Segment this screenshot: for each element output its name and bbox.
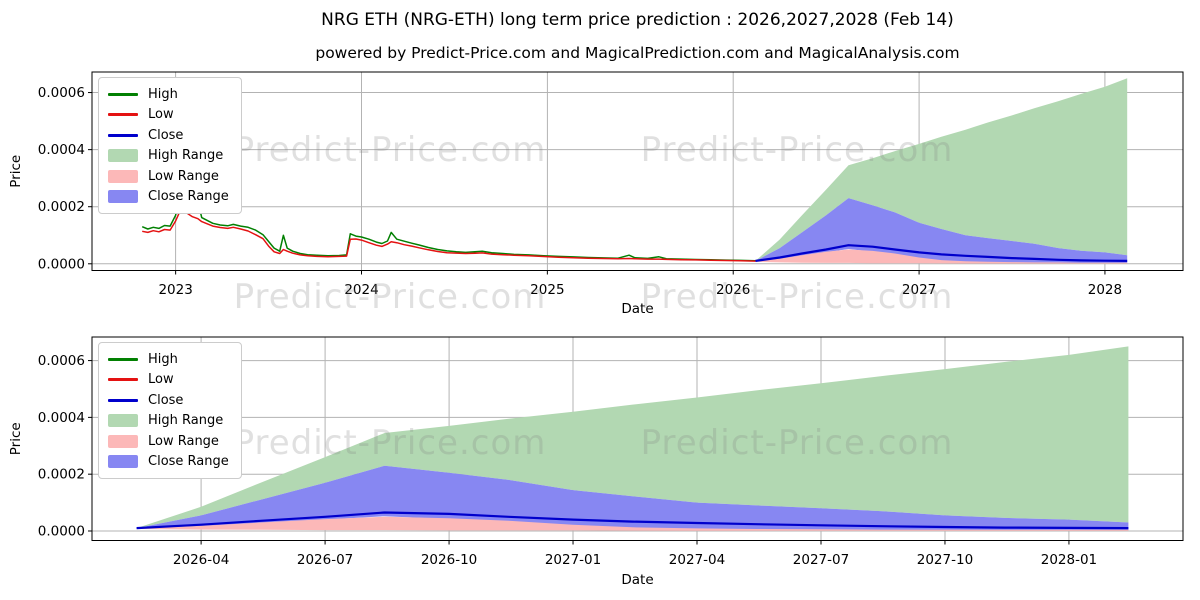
x-axis-label: Date — [621, 301, 653, 317]
y-tick-label: 0.0000 — [38, 256, 85, 272]
y-tick-label: 0.0006 — [38, 85, 85, 101]
low-range-area — [755, 249, 1128, 264]
legend-item-close: Close — [108, 125, 229, 146]
legend-item-label: Close — [148, 392, 184, 408]
x-tick-label: 2028-01 — [1041, 552, 1097, 568]
legend-line-swatch — [108, 357, 138, 361]
legend-item-close-range: Close Range — [108, 452, 229, 473]
top-chart: 2023 2024 2025 2026 2027 2028 0.0000 0.0002 0.00… — [8, 71, 1184, 317]
x-tick-label: 2024 — [344, 282, 378, 298]
legend-item-label: High Range — [148, 413, 224, 429]
legend-patch-swatch — [108, 434, 138, 448]
legend-patch-swatch — [108, 190, 138, 204]
legend-line-swatch — [108, 113, 138, 117]
close-line — [136, 511, 1129, 530]
legend-line-swatch — [108, 378, 138, 382]
legend-item-label: Low Range — [148, 433, 219, 449]
high-range-area — [755, 78, 1128, 261]
legend-item-close: Close — [108, 390, 229, 411]
x-tick-label: 2027-04 — [669, 552, 725, 568]
legend-line-swatch — [108, 133, 138, 137]
legend-item-label: Low — [148, 107, 174, 123]
axis-spine — [91, 71, 1184, 271]
legend-item-label: Low — [148, 372, 174, 388]
x-axis-label: Date — [621, 572, 653, 588]
low-line — [142, 208, 756, 262]
legend-patch-swatch — [108, 455, 138, 469]
legend-item-label: Close — [148, 127, 184, 143]
legend-patch-swatch — [108, 149, 138, 163]
legend-top-chart: High Low Close High Range Low Range Close Ran… — [98, 77, 242, 214]
x-tick-label: 2027 — [902, 282, 936, 298]
legend-item-label: Close Range — [148, 454, 229, 470]
x-tick-label: 2026-04 — [173, 552, 229, 568]
y-tick-label: 0.0002 — [38, 467, 85, 483]
legend-item-label: High Range — [148, 148, 224, 164]
page-title: NRG ETH (NRG-ETH) long term price predic… — [321, 10, 954, 30]
legend-line-swatch — [108, 398, 138, 402]
x-tick-label: 2025 — [530, 282, 564, 298]
x-tick-label: 2027-07 — [793, 552, 849, 568]
legend-item-label: Low Range — [148, 168, 219, 184]
x-tick-label: 2026-07 — [297, 552, 353, 568]
legend-item-label: Close Range — [148, 189, 229, 205]
y-tick-label: 0.0000 — [38, 523, 85, 539]
legend-patch-swatch — [108, 169, 138, 183]
legend-item-high: High — [108, 349, 229, 370]
axis-spine — [91, 336, 1184, 541]
legend-item-high-range: High Range — [108, 411, 229, 432]
legend-item-low-range: Low Range — [108, 166, 229, 187]
legend-item-low: Low — [108, 370, 229, 391]
legend-item-high-range: High Range — [108, 146, 229, 167]
y-tick-label: 0.0002 — [38, 199, 85, 215]
y-tick-label: 0.0004 — [38, 142, 85, 158]
y-axis-label: Price — [8, 155, 24, 188]
y-axis-label: Price — [8, 422, 24, 455]
legend-patch-swatch — [108, 414, 138, 428]
legend-bottom-chart: High Low Close High Range Low Range Close Ran… — [98, 342, 242, 479]
close-range-area — [755, 198, 1128, 264]
legend-item-low: Low — [108, 105, 229, 126]
x-tick-label: 2027-10 — [917, 552, 973, 568]
low-range-area — [136, 516, 1129, 531]
x-tick-label: 2028 — [1088, 282, 1122, 298]
legend-item-low-range: Low Range — [108, 431, 229, 452]
legend-item-label: High — [148, 351, 178, 367]
close-range-area — [136, 465, 1129, 531]
high-range-area — [136, 346, 1129, 529]
y-tick-label: 0.0004 — [38, 410, 85, 426]
page-subtitle: powered by Predict-Price.com and Magical… — [315, 44, 960, 62]
x-tick-label: 2026 — [716, 282, 750, 298]
legend-item-label: High — [148, 86, 178, 102]
y-tick-label: 0.0006 — [38, 353, 85, 369]
x-tick-label: 2026-10 — [421, 552, 477, 568]
legend-item-close-range: Close Range — [108, 187, 229, 208]
bottom-chart: 2026-04 2026-07 2026-10 2027-01 2027-04 2027-… — [8, 336, 1184, 588]
x-tick-label: 2027-01 — [545, 552, 601, 568]
close-line — [755, 244, 1128, 262]
legend-item-high: High — [108, 84, 229, 105]
x-tick-label: 2023 — [158, 282, 192, 298]
legend-line-swatch — [108, 92, 138, 96]
